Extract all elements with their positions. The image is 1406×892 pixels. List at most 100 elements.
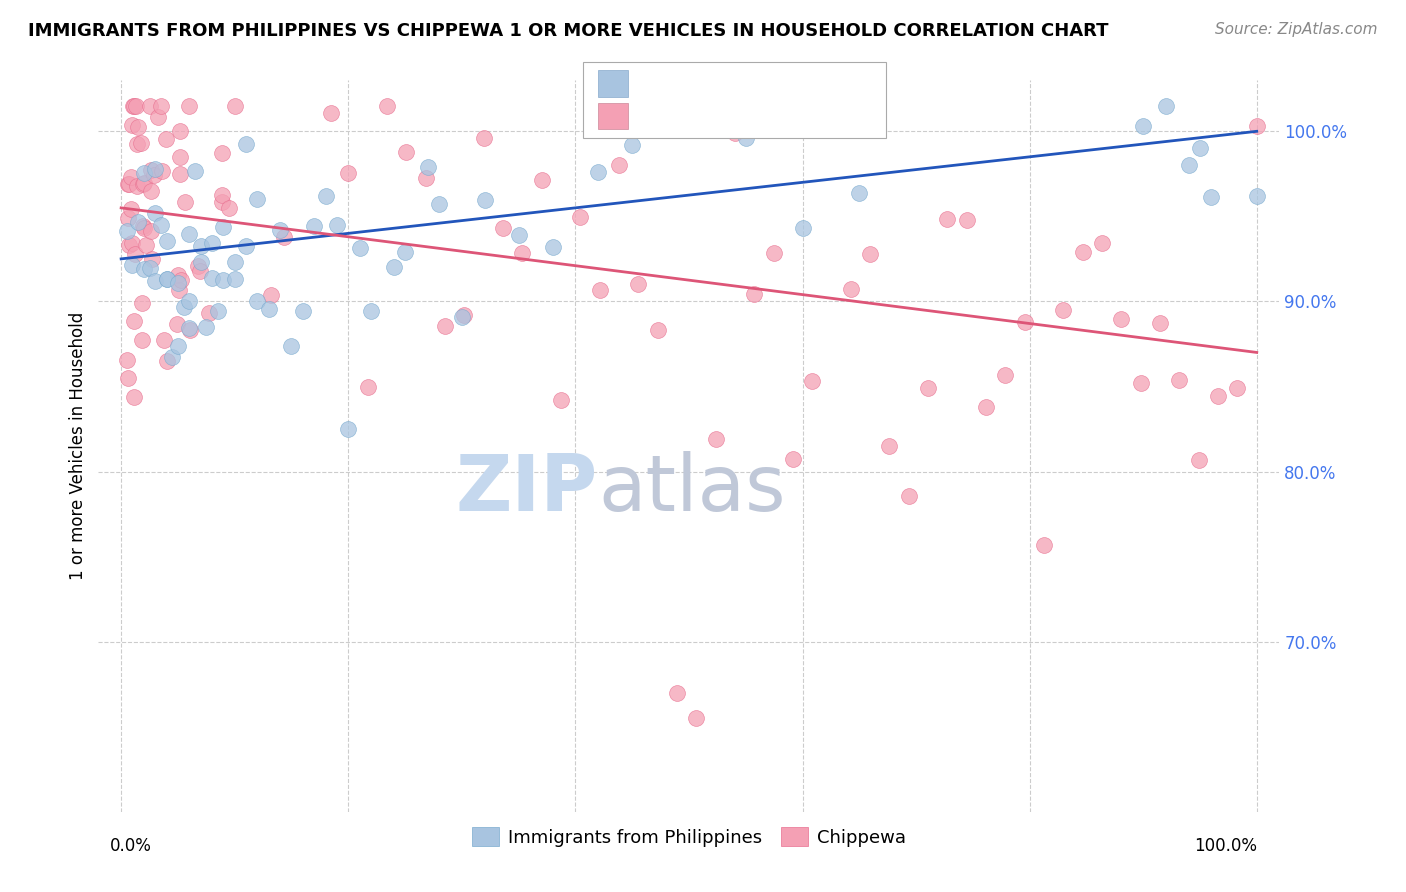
Point	[141, 184, 163, 198]
Point	[179, 227, 201, 241]
Point	[131, 333, 153, 347]
Point	[246, 192, 269, 206]
Point	[218, 202, 240, 216]
Point	[569, 210, 592, 224]
Point	[839, 282, 862, 296]
Point	[120, 170, 142, 185]
Point	[188, 264, 211, 278]
Point	[141, 252, 163, 267]
Point	[1226, 381, 1249, 395]
Point	[169, 167, 191, 181]
Point	[131, 219, 153, 234]
Point	[1052, 302, 1074, 317]
Point	[508, 228, 530, 243]
Point	[120, 202, 142, 217]
Point	[762, 246, 785, 260]
Point	[211, 188, 233, 202]
Y-axis label: 1 or more Vehicles in Household: 1 or more Vehicles in Household	[69, 312, 87, 580]
Point	[1071, 245, 1094, 260]
Point	[1206, 389, 1229, 403]
Point	[269, 222, 291, 236]
Point	[155, 272, 177, 286]
Point	[974, 400, 997, 414]
Point	[173, 300, 195, 314]
Point	[124, 247, 146, 261]
Point	[212, 219, 235, 234]
Text: R =: R =	[640, 110, 673, 128]
Text: 0.0%: 0.0%	[110, 838, 152, 855]
Point	[395, 145, 418, 159]
Point	[1149, 316, 1171, 330]
Point	[224, 272, 246, 286]
Point	[1129, 376, 1152, 391]
Point	[155, 272, 177, 286]
Point	[879, 439, 901, 453]
Point	[167, 268, 190, 283]
Point	[273, 229, 295, 244]
Point	[132, 221, 155, 235]
Point	[125, 99, 148, 113]
Point	[820, 99, 842, 113]
Point	[246, 294, 269, 309]
Point	[127, 215, 149, 229]
Point	[859, 247, 882, 261]
Point	[138, 261, 160, 276]
Point	[125, 178, 148, 193]
Point	[179, 293, 201, 308]
Point	[190, 239, 212, 253]
Point	[1111, 311, 1133, 326]
Point	[257, 301, 280, 316]
Point	[156, 353, 179, 368]
Point	[433, 318, 456, 333]
Point	[627, 277, 650, 291]
Point	[127, 137, 149, 152]
Point	[122, 99, 145, 113]
Point	[121, 258, 143, 272]
Point	[801, 374, 824, 388]
Text: atlas: atlas	[598, 450, 786, 526]
Point	[169, 124, 191, 138]
Point	[956, 212, 979, 227]
Point	[122, 390, 145, 404]
Point	[190, 255, 212, 269]
Point	[141, 224, 163, 238]
Point	[472, 131, 495, 145]
Point	[450, 310, 472, 324]
Point	[211, 145, 233, 160]
Point	[1177, 158, 1199, 172]
Point	[139, 99, 162, 113]
Legend: Immigrants from Philippines, Chippewa: Immigrants from Philippines, Chippewa	[465, 820, 912, 854]
Text: IMMIGRANTS FROM PHILIPPINES VS CHIPPEWA 1 OR MORE VEHICLES IN HOUSEHOLD CORRELAT: IMMIGRANTS FROM PHILIPPINES VS CHIPPEWA …	[28, 22, 1108, 40]
Point	[897, 489, 920, 503]
Point	[302, 219, 325, 234]
Point	[665, 686, 688, 700]
Point	[118, 237, 141, 252]
Point	[647, 323, 669, 337]
Point	[724, 126, 747, 140]
Point	[917, 381, 939, 395]
Point	[132, 176, 155, 190]
Point	[474, 194, 496, 208]
Point	[135, 238, 157, 252]
Point	[550, 392, 572, 407]
Point	[150, 163, 173, 178]
Point	[132, 177, 155, 191]
Point	[415, 170, 437, 185]
Point	[173, 194, 195, 209]
Point	[848, 186, 870, 200]
Point	[1188, 452, 1211, 467]
Point	[685, 711, 707, 725]
Point	[326, 219, 349, 233]
Point	[143, 162, 166, 177]
Text: ZIP: ZIP	[456, 450, 598, 526]
Point	[155, 132, 177, 146]
Point	[141, 163, 163, 178]
Point	[427, 197, 450, 211]
Point	[132, 262, 155, 277]
Point	[541, 240, 564, 254]
Point	[179, 323, 201, 337]
Point	[349, 242, 371, 256]
Point	[530, 173, 553, 187]
Point	[117, 371, 139, 385]
Point	[162, 351, 183, 365]
